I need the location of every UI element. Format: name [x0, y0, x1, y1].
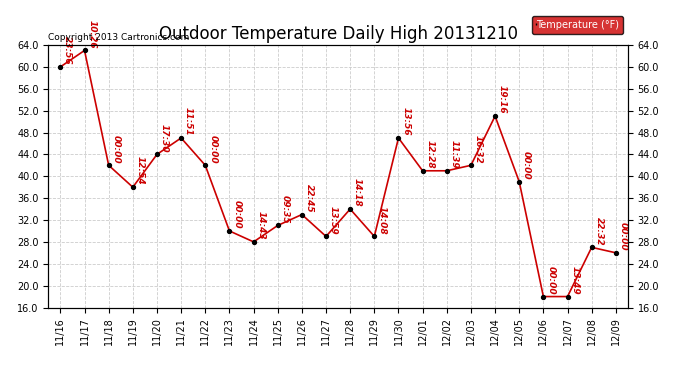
Point	[200, 162, 211, 168]
Point	[104, 162, 115, 168]
Point	[55, 64, 66, 70]
Text: 13:56: 13:56	[402, 107, 411, 136]
Text: 12:28: 12:28	[426, 140, 435, 169]
Text: 23:56: 23:56	[63, 36, 72, 65]
Point	[562, 294, 573, 300]
Legend: Temperature (°F): Temperature (°F)	[532, 16, 623, 33]
Text: 16:32: 16:32	[474, 135, 483, 163]
Text: 22:32: 22:32	[595, 216, 604, 245]
Text: 00:00: 00:00	[522, 151, 531, 180]
Point	[466, 162, 477, 168]
Text: Copyright 2013 Cartronics.com: Copyright 2013 Cartronics.com	[48, 33, 190, 42]
Point	[393, 135, 404, 141]
Point	[224, 228, 235, 234]
Point	[611, 250, 622, 256]
Point	[297, 211, 308, 217]
Point	[273, 222, 284, 228]
Point	[152, 152, 163, 157]
Text: 14:43: 14:43	[257, 211, 266, 240]
Text: 00:00: 00:00	[233, 200, 241, 229]
Text: 10:26: 10:26	[88, 20, 97, 48]
Text: 17:30: 17:30	[160, 124, 169, 152]
Text: 00:00: 00:00	[546, 266, 555, 294]
Text: 11:39: 11:39	[450, 140, 459, 169]
Point	[176, 135, 187, 141]
Point	[586, 244, 598, 250]
Text: 22:45: 22:45	[305, 184, 314, 212]
Text: 13:49: 13:49	[571, 266, 580, 294]
Text: 19:16: 19:16	[498, 85, 507, 114]
Point	[321, 233, 332, 239]
Point	[345, 206, 356, 212]
Point	[538, 294, 549, 300]
Point	[369, 233, 380, 239]
Text: 00:00: 00:00	[112, 135, 121, 163]
Text: 11:51: 11:51	[184, 107, 193, 136]
Title: Outdoor Temperature Daily High 20131210: Outdoor Temperature Daily High 20131210	[159, 26, 518, 44]
Point	[442, 168, 453, 174]
Text: 13:59: 13:59	[329, 206, 338, 234]
Text: 00:00: 00:00	[619, 222, 628, 251]
Point	[248, 239, 259, 245]
Point	[514, 179, 525, 185]
Point	[79, 48, 90, 54]
Text: 00:00: 00:00	[208, 135, 217, 163]
Text: 14:08: 14:08	[377, 206, 386, 234]
Point	[128, 184, 139, 190]
Text: 12:54: 12:54	[136, 156, 145, 185]
Text: 14:18: 14:18	[353, 178, 362, 207]
Text: 09:35: 09:35	[281, 195, 290, 223]
Point	[417, 168, 428, 174]
Point	[490, 113, 501, 119]
